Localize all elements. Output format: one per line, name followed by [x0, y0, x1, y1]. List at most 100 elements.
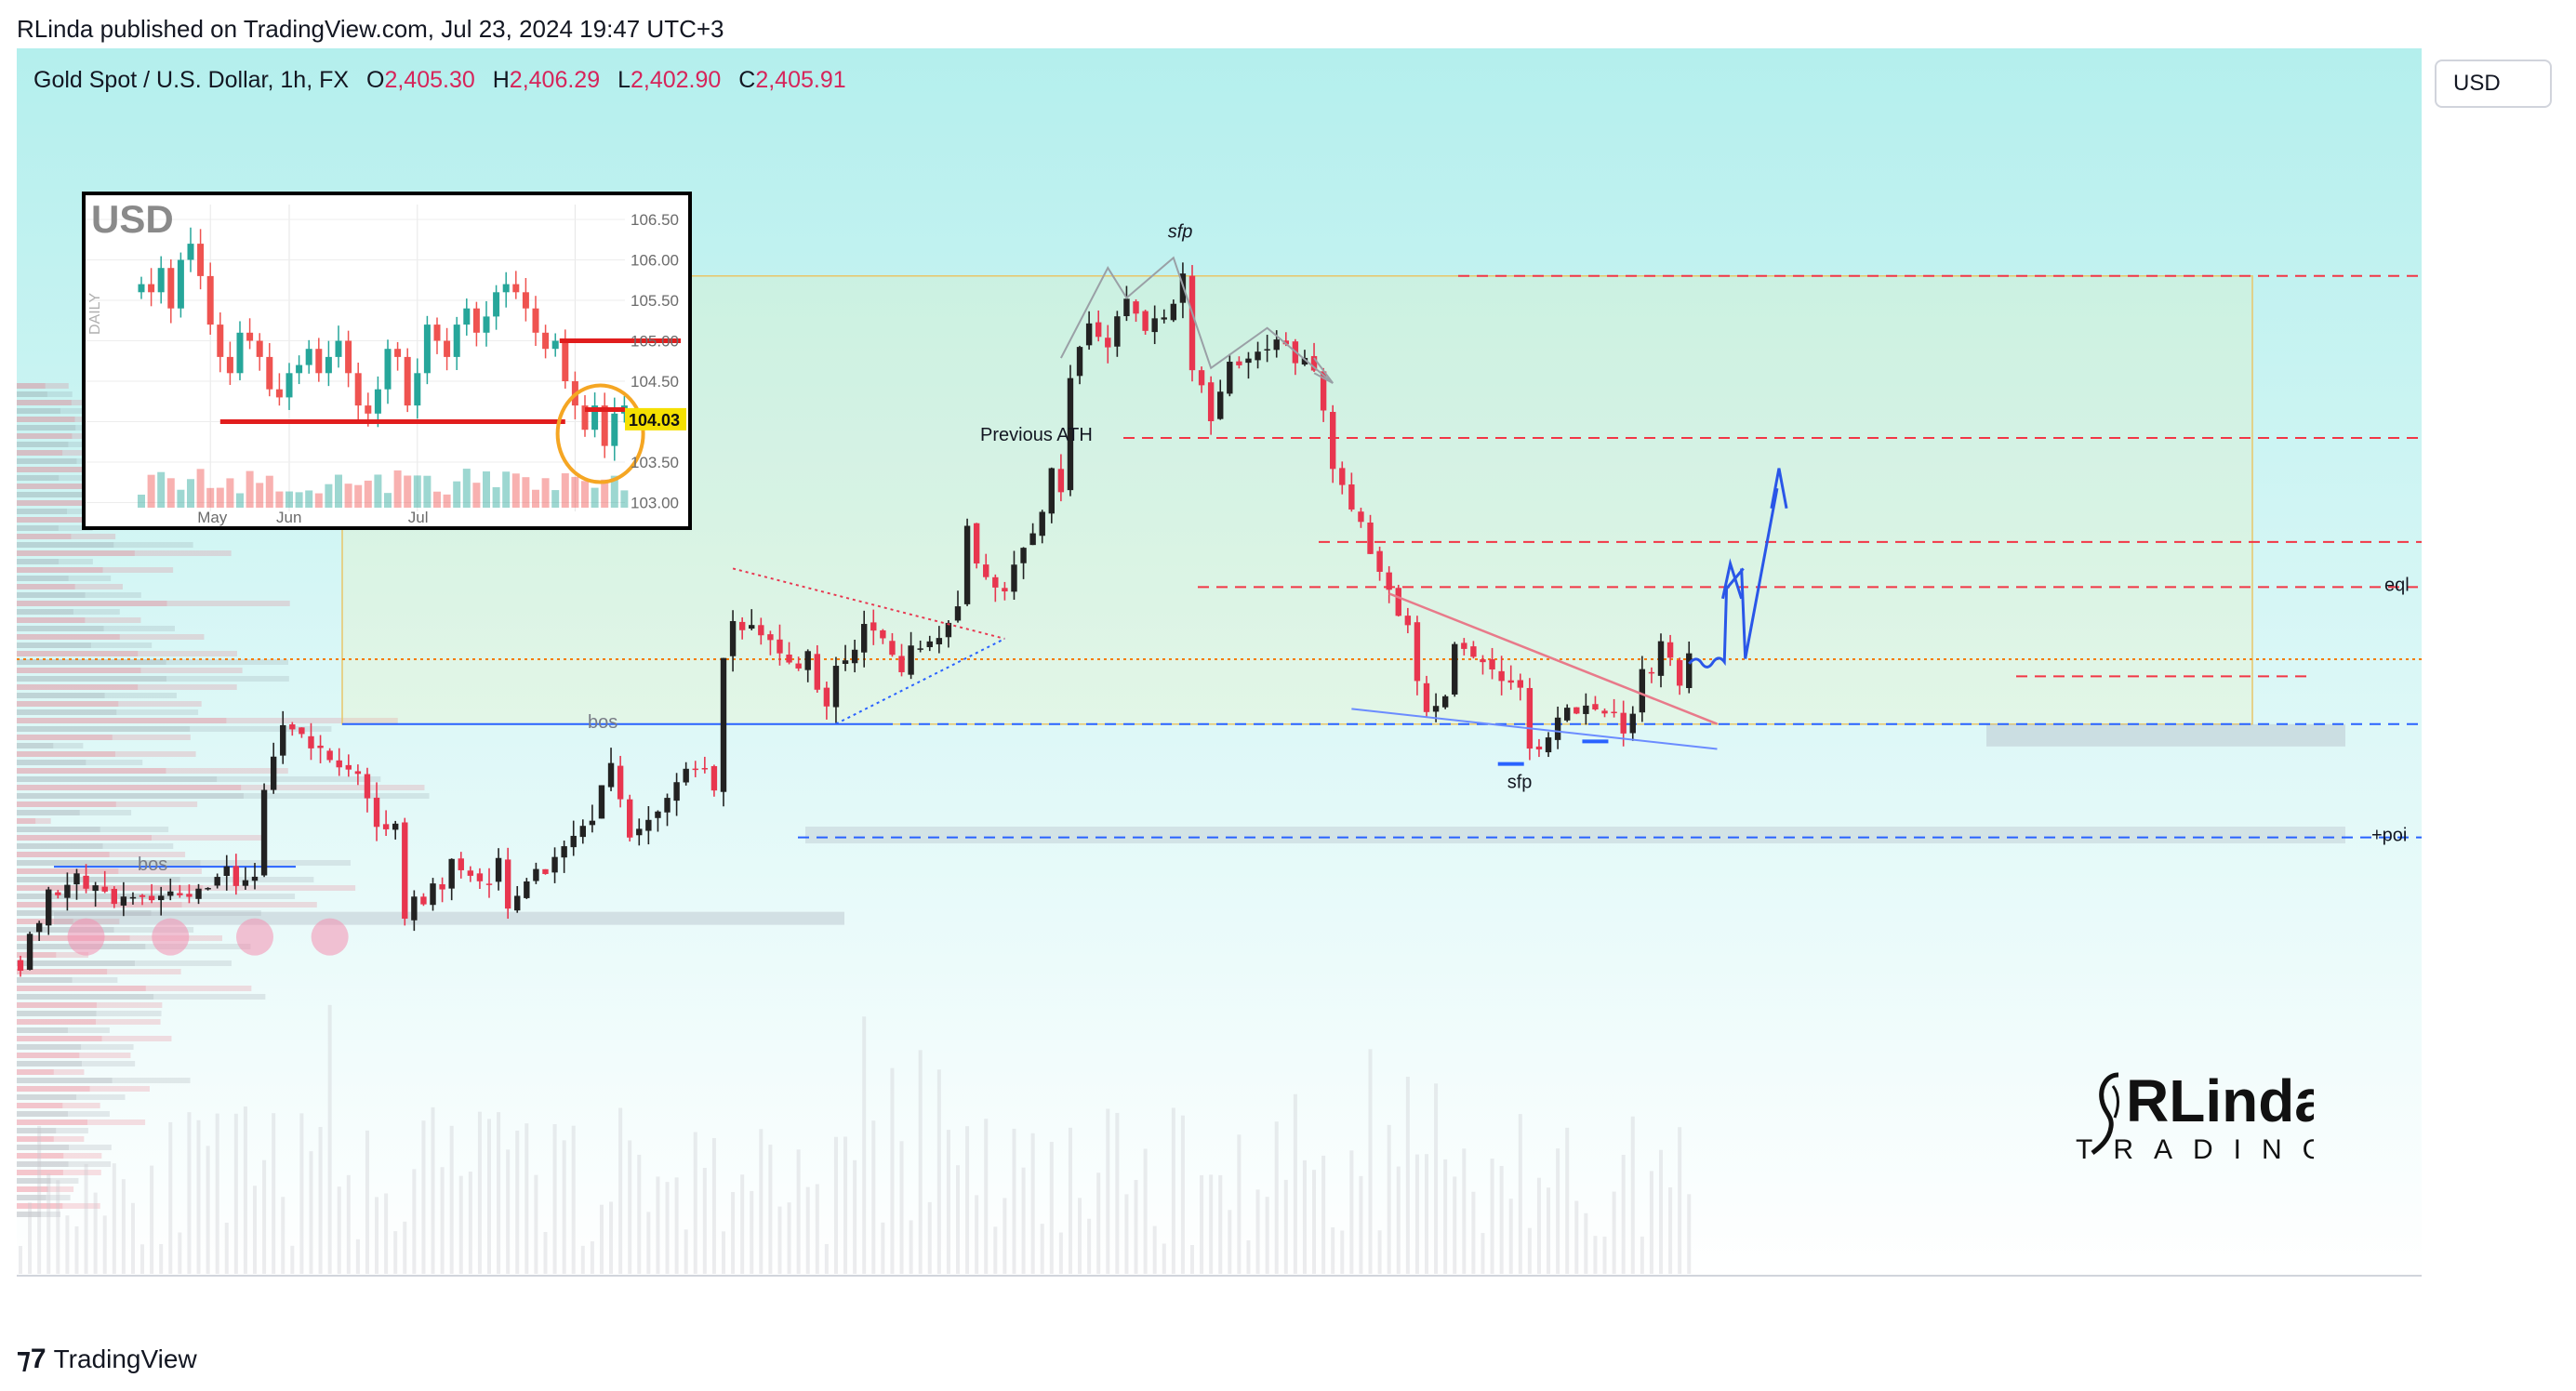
- inset-candle-body: [157, 268, 165, 293]
- candle-body: [1188, 275, 1196, 371]
- volume-profile-bar: [17, 1002, 97, 1008]
- candle-body: [1048, 468, 1055, 514]
- inset-volume-bar: [561, 473, 569, 508]
- inset-volume-bar: [522, 477, 530, 508]
- inset-volume-bar: [423, 475, 432, 508]
- candle-body: [1170, 303, 1177, 321]
- inset-time-tick: May: [197, 509, 228, 526]
- candle-body: [402, 822, 408, 920]
- candles: [17, 262, 1693, 977]
- candle-body: [1583, 705, 1589, 714]
- candle-body: [326, 750, 333, 761]
- candle-body: [17, 960, 24, 971]
- candle-body: [495, 857, 502, 882]
- volume-bar: [130, 1202, 135, 1274]
- candle-body: [1639, 669, 1646, 713]
- candle-body: [870, 622, 877, 631]
- volume-profile-bar: [17, 768, 166, 774]
- level-lines: [17, 274, 2422, 868]
- inset-candle-body: [542, 332, 550, 350]
- volume-profile-bar: [79, 1053, 131, 1058]
- volume-profile-bar: [17, 484, 102, 489]
- candle-body: [64, 884, 71, 898]
- candle-body: [598, 785, 605, 819]
- volume-bar: [384, 1193, 389, 1274]
- ohlc-legend: Gold Spot / U.S. Dollar, 1h, FX O2,405.3…: [33, 67, 846, 94]
- volume-bar: [1414, 1154, 1419, 1274]
- candle-body: [1676, 660, 1683, 686]
- candle-body: [1423, 682, 1430, 712]
- volume-bar: [843, 1136, 848, 1274]
- candle-body: [1367, 522, 1374, 554]
- volume-profile-bar: [101, 1036, 172, 1041]
- candle-body: [167, 891, 174, 896]
- volume-bar: [1321, 1155, 1326, 1274]
- volume-profile-bar: [17, 592, 86, 598]
- candle-body: [908, 645, 914, 675]
- inset-volume-bar: [511, 473, 520, 508]
- candle-body: [1198, 370, 1205, 386]
- volume-profile-bar: [17, 868, 119, 874]
- volume-profile-bar: [17, 542, 114, 548]
- projection-wave: [1688, 588, 1729, 669]
- candle-body: [1657, 641, 1665, 676]
- volume-bar: [1283, 1179, 1288, 1274]
- inset-daily-label: DAILY: [87, 292, 103, 335]
- volume-bar: [1180, 1115, 1185, 1274]
- candle-body: [1554, 717, 1561, 740]
- inset-volume-bar: [610, 475, 618, 508]
- volume-bar: [956, 1165, 960, 1274]
- candle-body: [458, 858, 464, 870]
- volume-profile-bar: [17, 1086, 90, 1092]
- volume-bar: [309, 1151, 313, 1274]
- volume-profile-bar: [17, 400, 72, 405]
- volume-bar: [1218, 1174, 1223, 1274]
- volume-profile-bar: [17, 902, 182, 907]
- volume-bar: [665, 1182, 670, 1274]
- candle-body: [120, 896, 127, 906]
- inset-volume-bar: [453, 481, 461, 508]
- candle-body: [1142, 311, 1149, 331]
- volume-profile-bar: [17, 960, 136, 966]
- candle-body: [1404, 616, 1412, 626]
- inset-volume-bar: [206, 487, 215, 508]
- volume-bar: [327, 1004, 332, 1274]
- inset-candle-body: [187, 244, 194, 260]
- candle-body: [851, 649, 858, 664]
- volume-bar: [543, 1231, 548, 1274]
- volume-bar: [1312, 1170, 1317, 1274]
- volume-profile-bar: [103, 626, 175, 631]
- annotation-label: Previous ATH: [980, 425, 1093, 445]
- volume-bar: [909, 1220, 913, 1274]
- volume-bar: [899, 1141, 904, 1274]
- volume-profile-bar: [17, 442, 69, 447]
- annotation-label: eql: [2384, 576, 2410, 596]
- volume-profile-bar: [116, 709, 199, 715]
- inset-candle-body: [472, 308, 480, 333]
- volume-bar: [871, 1120, 876, 1274]
- volume-profile-bar: [153, 994, 266, 1000]
- volume-bar: [412, 1169, 417, 1274]
- candle-body: [1133, 301, 1139, 314]
- volume-profile-bar: [17, 977, 73, 983]
- projection-arrowhead: [1770, 468, 1788, 510]
- candle-body: [345, 764, 352, 770]
- candle-body: [1039, 511, 1045, 537]
- candle-body: [308, 735, 314, 748]
- candle-body: [645, 819, 652, 831]
- volume-bar: [646, 1212, 651, 1274]
- volume-bar: [599, 1204, 604, 1274]
- volume-bar: [1434, 1083, 1439, 1274]
- volume-bar: [1012, 1128, 1016, 1274]
- volume-bar: [796, 1149, 801, 1274]
- volume-profile-bar: [17, 810, 80, 815]
- inset-candle-body: [404, 356, 411, 406]
- candle-body: [26, 934, 33, 970]
- candle-body: [880, 629, 886, 639]
- inset-volume-bar: [374, 474, 382, 508]
- symbol-name[interactable]: Gold Spot / U.S. Dollar, 1h, FX: [33, 67, 350, 93]
- currency-button[interactable]: USD: [2435, 60, 2552, 108]
- volume-profile-bar: [71, 534, 116, 539]
- volume-bar: [674, 1177, 679, 1274]
- tradingview-brand[interactable]: ⁊7 TradingView: [17, 1343, 197, 1375]
